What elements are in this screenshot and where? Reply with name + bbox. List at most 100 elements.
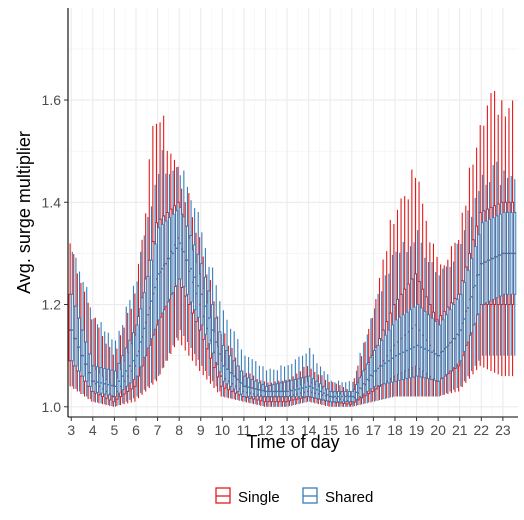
box-body [394,319,398,382]
boxplot [398,252,402,397]
boxplot [261,366,265,406]
box-body [293,379,297,398]
x-tick-label: 10 [215,422,231,438]
boxplot [88,307,92,400]
box-body [362,370,366,395]
box-body [401,314,405,381]
x-tick-label: 6 [132,422,140,438]
boxplot [110,339,114,406]
box-body [121,355,125,391]
boxplot [272,369,276,407]
boxplot [135,281,139,397]
boxplot [243,355,247,402]
x-tick-label: 7 [154,422,162,438]
boxplot [326,374,330,406]
boxplot [297,356,301,405]
box-body [78,317,82,372]
box-body [383,334,387,385]
legend: Single Shared [215,487,373,506]
box-body [236,365,240,392]
box-body [412,306,416,378]
x-tick-label: 15 [322,422,338,438]
boxplot [372,308,376,402]
boxplot [466,210,470,377]
boxplot [236,339,240,400]
boxplot [74,257,78,389]
box-layer [68,90,517,407]
boxplot [257,365,261,406]
boxplot [380,291,384,400]
boxplot [131,285,135,399]
boxplot [337,380,341,407]
boxplot [441,268,445,395]
boxplot [78,271,82,392]
box-body [85,341,89,382]
boxplot [319,366,323,405]
boxplot [322,371,326,406]
box-body [290,379,294,398]
boxplot [214,285,218,387]
boxplot [175,167,179,338]
boxplot [376,293,380,401]
boxplot [196,211,200,360]
y-tick-label: 1.4 [42,194,62,210]
box-body [419,307,423,378]
box-body [455,298,459,365]
boxplot [239,349,243,401]
box-body [473,246,477,324]
boxplot [495,161,499,356]
boxplot [390,254,394,398]
boxplot [473,197,477,366]
boxplot [139,251,143,394]
boxplot [340,382,344,407]
box-body [229,355,233,387]
box-body [110,369,114,397]
boxplot [182,170,186,337]
boxplot [96,324,100,403]
box-body [387,329,391,384]
boxplot [480,174,484,356]
series-shared [70,150,517,407]
box-body [437,324,441,382]
boxplot [329,380,333,407]
box-body [70,293,74,362]
x-tick-label: 19 [409,422,425,438]
box-body [74,305,78,367]
boxplot [437,275,441,397]
box-body [106,368,110,396]
box-body [286,380,290,398]
box-body [369,356,373,390]
boxplot [509,175,513,356]
x-tick-label: 4 [89,422,97,438]
boxplot [117,330,121,406]
x-tick-label: 18 [387,422,403,438]
boxplot [193,208,197,354]
boxplot [365,334,369,404]
boxplot [203,248,207,371]
boxplot [455,243,459,389]
boxplot [167,174,171,354]
box-body [92,365,96,392]
boxplot [401,242,405,397]
boxplot [200,232,204,366]
box-body [153,243,157,330]
box-body [214,317,218,363]
box-body [462,281,466,352]
box-body [99,367,103,394]
box-body [426,314,430,380]
boxplot [408,246,412,397]
boxplot [283,366,287,407]
x-tick-label: 11 [237,422,252,438]
box-body [279,382,283,398]
legend-label-shared: Shared [325,489,373,506]
box-body [380,339,384,386]
boxplot [506,177,510,356]
boxplot [146,217,150,387]
x-tick-label: 14 [301,422,317,438]
boxplot [171,170,175,346]
boxplot [121,324,125,404]
boxplot [358,352,362,406]
box-body [297,378,301,398]
box-body [218,331,222,373]
boxplot [229,328,233,399]
